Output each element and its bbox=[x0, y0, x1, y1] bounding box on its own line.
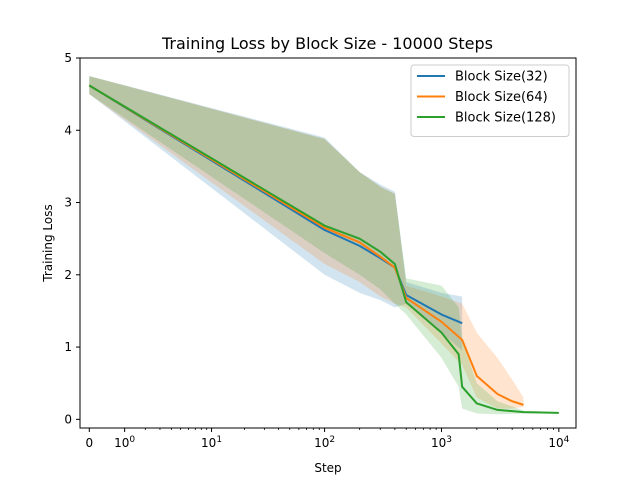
legend-entry-0: Block Size(32) bbox=[455, 70, 548, 85]
y-axis-ticks: 0 1 2 3 4 5 bbox=[64, 51, 80, 426]
y-tick-label-4: 4 bbox=[64, 123, 72, 137]
x-tick-label-1: 100 bbox=[114, 435, 135, 450]
band-series-0 bbox=[89, 76, 463, 351]
legend-entry-1: Block Size(64) bbox=[455, 90, 548, 105]
line-series-1 bbox=[88, 84, 524, 406]
confidence-bands bbox=[89, 76, 559, 415]
x-tick-label-0: 0 bbox=[85, 436, 93, 450]
x-axis-label: Step bbox=[314, 461, 341, 475]
band-series-2 bbox=[89, 76, 559, 415]
x-tick-label-4: 103 bbox=[431, 435, 452, 450]
y-tick-label-3: 3 bbox=[64, 196, 72, 210]
legend: Block Size(32) Block Size(64) Block Size(1… bbox=[410, 64, 570, 137]
y-tick-label-1: 1 bbox=[64, 340, 72, 354]
y-tick-label-0: 0 bbox=[64, 412, 72, 426]
chart-title: Training Loss by Block Size - 10000 Step… bbox=[161, 34, 493, 53]
y-tick-label-5: 5 bbox=[64, 51, 72, 65]
band-series-1 bbox=[89, 76, 524, 409]
x-tick-label-5: 104 bbox=[548, 435, 569, 450]
y-tick-label-2: 2 bbox=[64, 268, 72, 282]
plot-frame bbox=[79, 57, 577, 429]
y-axis-label: Training Loss bbox=[41, 204, 55, 282]
x-axis-ticks: 0 100 101 102 103 104 bbox=[85, 428, 570, 450]
x-tick-label-3: 102 bbox=[314, 435, 335, 450]
series-lines bbox=[88, 84, 559, 414]
legend-box bbox=[410, 64, 570, 137]
line-series-2 bbox=[88, 84, 559, 414]
legend-entry-2: Block Size(128) bbox=[455, 111, 556, 126]
x-tick-label-2: 101 bbox=[201, 435, 222, 450]
